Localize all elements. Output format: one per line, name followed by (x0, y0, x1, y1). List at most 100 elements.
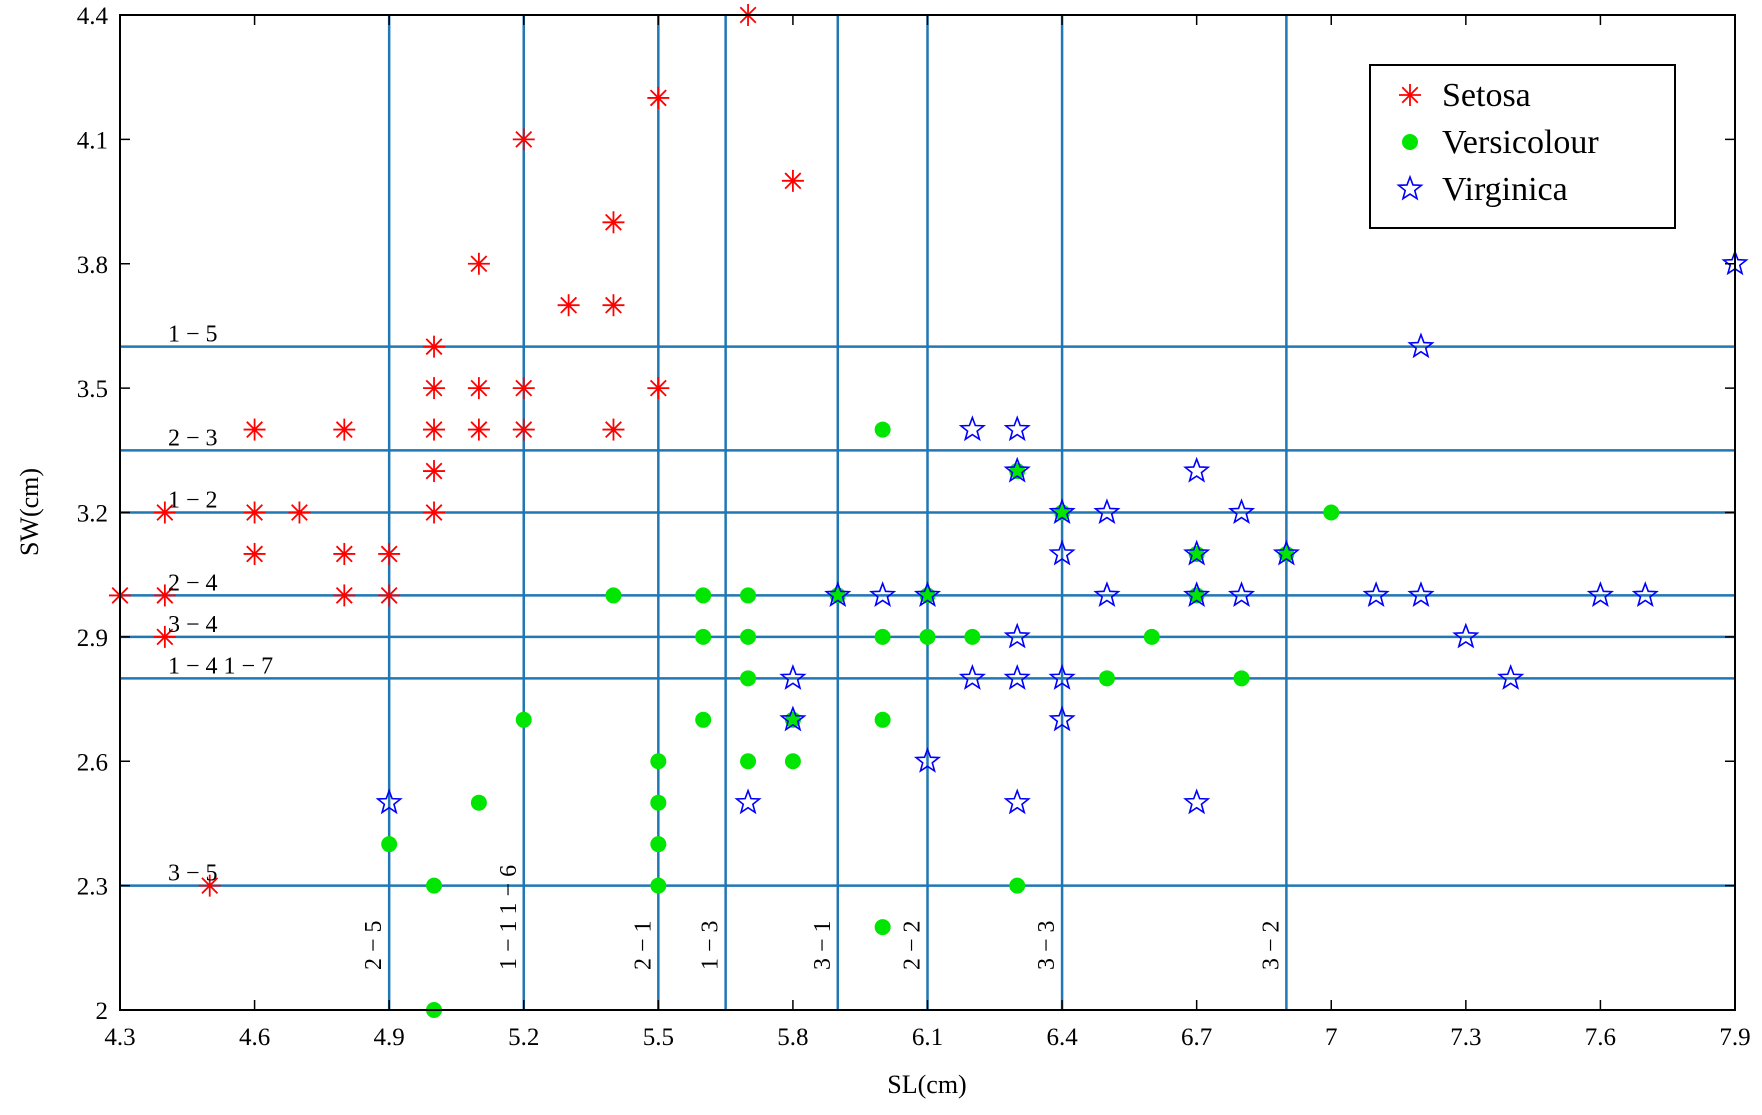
horizontal-cut-label: 2 − 4 (168, 570, 218, 596)
versicolour-point (1323, 504, 1340, 521)
cut-labels: 2 − 5 1 − 1 1 − 6 2 − 1 1 − 3 3 − 1 2 − 2 3 − … (168, 322, 1284, 970)
versicolour-point (605, 587, 622, 604)
setosa-point (378, 584, 401, 607)
virginica-point (1586, 581, 1615, 607)
versicolour-point (740, 670, 757, 687)
horizontal-cut-label: 3 − 5 (168, 861, 218, 887)
setosa-point (243, 542, 266, 565)
vertical-cut-label: 3 − 1 (810, 920, 836, 970)
versicolour-point (1009, 877, 1026, 894)
x-tick-label: 5.2 (508, 1024, 539, 1051)
y-axis-label: SW(cm) (15, 468, 44, 556)
virginica-point (1362, 581, 1390, 607)
vertical-cut-label: 2 − 5 (361, 920, 387, 970)
vertical-cut-label: 3 − 3 (1034, 920, 1060, 970)
x-tick-label: 5.8 (777, 1024, 808, 1051)
setosa-point (243, 501, 266, 524)
virginica-point (1048, 498, 1076, 525)
versicolour-point (470, 794, 487, 811)
virginica-point (913, 746, 942, 773)
legend-setosa-marker (1399, 84, 1421, 106)
y-tick-label: 3.8 (77, 252, 108, 279)
vertical-cut-label: 3 − 2 (1258, 920, 1284, 970)
virginica-point (958, 664, 986, 690)
versicolour-point (381, 836, 398, 853)
virginica-point (779, 705, 807, 732)
setosa-point (557, 294, 580, 317)
x-tick-label: 4.6 (239, 1024, 270, 1051)
vertical-cut-label: 1 − 1 1 − 6 (496, 865, 522, 970)
setosa-point (423, 335, 446, 358)
virginica-point (1093, 581, 1121, 607)
versicolour-point (695, 711, 712, 728)
horizontal-cut-label: 1 − 4 1 − 7 (168, 653, 273, 679)
virginica-point (1048, 539, 1076, 566)
virginica-point (1631, 581, 1659, 607)
setosa-point (333, 584, 356, 607)
setosa-point (333, 418, 356, 441)
versicolour-point (426, 877, 443, 894)
setosa-point (512, 418, 535, 441)
y-tick-label: 3.2 (77, 501, 108, 528)
versicolour-point (784, 753, 801, 770)
virginica-point (1003, 456, 1031, 483)
setosa-point (602, 418, 625, 441)
legend: Setosa Versicolour Virginica (1369, 64, 1676, 229)
legend-virginica-marker (1396, 174, 1424, 201)
virginica-point (1227, 581, 1256, 607)
versicolour-point (874, 711, 891, 728)
setosa-point (423, 418, 446, 441)
x-axis-label: SL(cm) (887, 1070, 966, 1099)
horizontal-cut-label: 2 − 3 (168, 425, 218, 451)
virginica-point (779, 664, 807, 690)
setosa-point (243, 418, 266, 441)
setosa-point (512, 377, 535, 400)
virginica-point (1093, 498, 1121, 525)
y-tick-label: 2 (96, 998, 109, 1025)
versicolour-point (874, 628, 891, 645)
x-tick-label: 5.5 (643, 1024, 674, 1051)
x-tick-label: 7.9 (1719, 1024, 1750, 1051)
x-tick-label: 4.9 (374, 1024, 405, 1051)
legend-label: Virginica (1442, 171, 1568, 208)
versicolour-point (1233, 670, 1250, 687)
virginica-point (1003, 415, 1031, 442)
legend-box (1369, 64, 1676, 229)
virginica-point (824, 581, 852, 607)
virginica-point (1452, 622, 1480, 649)
versicolour-point (1098, 670, 1115, 687)
setosa-point (153, 501, 176, 524)
versicolour-point (874, 919, 891, 936)
setosa-point (333, 542, 356, 565)
virginica-point (1183, 539, 1211, 566)
virginica-point (869, 581, 897, 607)
horizontal-cut-label: 3 − 4 (168, 612, 218, 638)
x-tick-label: 7.6 (1585, 1024, 1616, 1051)
versicolour-point (650, 794, 667, 811)
setosa-point (602, 294, 625, 317)
y-tick-label: 4.1 (77, 127, 108, 154)
versicolour-point (919, 628, 936, 645)
setosa-point (602, 211, 625, 234)
versicolour-point (650, 836, 667, 853)
data-points (109, 4, 1749, 1018)
legend-versicolour-marker (1402, 134, 1418, 150)
virginica-point (1003, 622, 1031, 649)
setosa-point (781, 169, 804, 192)
virginica-point (913, 581, 942, 607)
virginica-point (375, 788, 403, 815)
virginica-point (1183, 456, 1211, 483)
virginica-point (1183, 788, 1211, 815)
virginica-point (1048, 664, 1076, 690)
setosa-point (423, 501, 446, 524)
setosa-point (153, 625, 176, 648)
horizontal-cut-label: 1 − 5 (168, 322, 218, 348)
vertical-cut-label: 2 − 1 (630, 920, 656, 970)
x-tick-label: 6.7 (1181, 1024, 1212, 1051)
x-tick-label: 7.3 (1450, 1024, 1481, 1051)
y-tick-label: 2.3 (77, 874, 108, 901)
vertical-cut-label: 1 − 3 (698, 920, 724, 970)
y-tick-label: 4.4 (77, 3, 109, 30)
axis-ticks: 4.3 4.6 4.9 5.2 5.5 5.8 6.1 6.4 6.7 7 7.3 7.6 7.9 2 2.… (77, 3, 1751, 1051)
